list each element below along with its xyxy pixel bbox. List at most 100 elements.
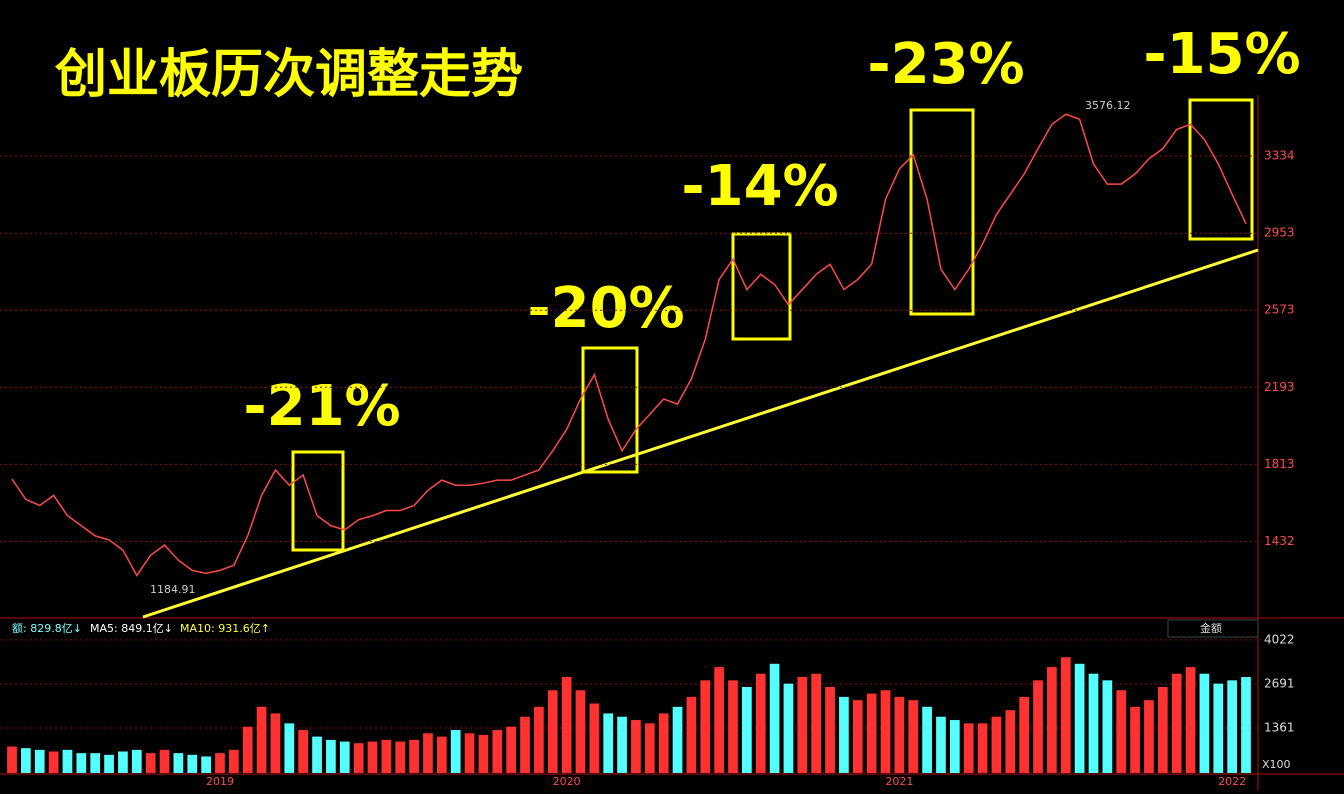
volume-bar — [159, 749, 170, 773]
volume-bar — [34, 749, 45, 773]
volume-bar — [90, 753, 101, 773]
y-tick-label: 4022 — [1264, 632, 1295, 646]
volume-bar — [215, 753, 225, 773]
volume-bar — [672, 706, 683, 773]
volume-bar — [631, 720, 641, 773]
volume-bar — [1019, 696, 1030, 773]
volume-bar — [1185, 667, 1196, 773]
x-tick-label: 2022 — [1218, 775, 1246, 788]
volume-bar — [839, 696, 849, 773]
volume-bar — [700, 680, 711, 773]
annotation: -14% — [681, 154, 838, 219]
volume-bar — [797, 677, 808, 773]
volume-bar — [1074, 663, 1085, 773]
volume-bar — [866, 693, 877, 773]
y-tick-label: 1813 — [1264, 457, 1295, 471]
volume-bar — [728, 680, 738, 773]
volume-bar — [769, 663, 780, 773]
volume-bar — [464, 733, 475, 773]
volume-bar — [783, 683, 794, 773]
volume-bar — [1088, 673, 1099, 773]
volume-bar — [1171, 673, 1182, 773]
indicator: MA10: 931.6亿↑ — [180, 622, 270, 635]
min-label: 1184.91 — [150, 583, 196, 596]
volume-bar — [894, 696, 905, 773]
volume-bar — [145, 753, 156, 773]
y-tick-label: 3334 — [1264, 148, 1295, 162]
volume-bar — [423, 733, 433, 773]
volume-bar — [298, 729, 309, 773]
volume-bar — [353, 743, 364, 773]
volume-bar — [686, 696, 697, 773]
volume-bar — [547, 690, 558, 773]
selector[interactable] — [1167, 619, 1259, 638]
volume-bar — [617, 716, 627, 773]
volume-bar — [270, 713, 281, 773]
volume-bar — [395, 741, 406, 773]
volume-bar — [104, 754, 114, 773]
volume-bar — [118, 751, 128, 773]
box — [581, 346, 639, 474]
box — [909, 108, 975, 316]
volume-bar — [714, 667, 724, 773]
volume-bar — [339, 741, 350, 773]
volume-bar — [21, 748, 31, 773]
volume-bar — [755, 673, 766, 773]
x-tick-label: 2019 — [206, 775, 234, 788]
annotation: -23% — [867, 32, 1024, 97]
volume-bar — [1033, 680, 1043, 773]
volume-bar — [1199, 673, 1210, 773]
volume-bar — [492, 729, 503, 773]
volume-bar — [1005, 710, 1016, 773]
volume-bar — [1116, 690, 1127, 773]
annotation: -20% — [527, 276, 684, 341]
volume-bar — [506, 726, 516, 773]
volume-bar — [908, 700, 919, 773]
y-tick-label: 1361 — [1264, 720, 1295, 734]
volume-bar — [284, 723, 295, 773]
volume-bar — [7, 746, 17, 773]
volume-bar — [949, 720, 960, 773]
volume-bar — [1102, 680, 1113, 773]
volume-bar — [589, 703, 600, 773]
indicator: MA5: 849.1亿↓ — [90, 622, 173, 635]
highlight-boxes — [291, 98, 1254, 552]
volume-bar — [1060, 657, 1071, 773]
volume-bar — [852, 700, 863, 773]
volume-bar — [977, 723, 988, 773]
chart-title: 创业板历次调整走势 — [54, 45, 523, 105]
volume-bar — [575, 690, 586, 773]
volume-bar — [367, 741, 378, 773]
volume-bar — [76, 753, 87, 773]
volume-bar — [478, 734, 489, 773]
volume-bar — [534, 706, 544, 773]
volume-bar — [228, 749, 239, 773]
box — [731, 232, 792, 341]
selector-label[interactable]: 金额 — [1200, 621, 1222, 635]
max-label: 3576.12 — [1085, 99, 1131, 112]
y-tick-label: 2193 — [1264, 380, 1295, 394]
volume-bar — [62, 749, 73, 773]
volume-bar — [1227, 680, 1237, 773]
volume-bar — [880, 690, 891, 773]
volume-bar — [201, 756, 211, 773]
volume-bar — [963, 723, 974, 773]
volume-bar — [256, 706, 267, 773]
volume-bar — [381, 739, 392, 773]
y-tick-label: 2953 — [1264, 226, 1295, 240]
volume-bar — [1144, 700, 1154, 773]
volume-bar — [922, 706, 932, 773]
volume-bar — [436, 736, 447, 773]
trend-line — [142, 248, 1259, 619]
volume-bar — [48, 751, 59, 773]
box — [291, 450, 345, 552]
volume-bar — [187, 754, 198, 773]
volume-bar — [131, 749, 142, 773]
x-tick-label: 2021 — [885, 775, 913, 788]
volume-bar — [1213, 683, 1224, 773]
volume-bar — [1047, 667, 1057, 773]
volume-bar — [658, 713, 669, 773]
volume-bar — [312, 736, 322, 773]
volume-bar — [173, 753, 184, 773]
